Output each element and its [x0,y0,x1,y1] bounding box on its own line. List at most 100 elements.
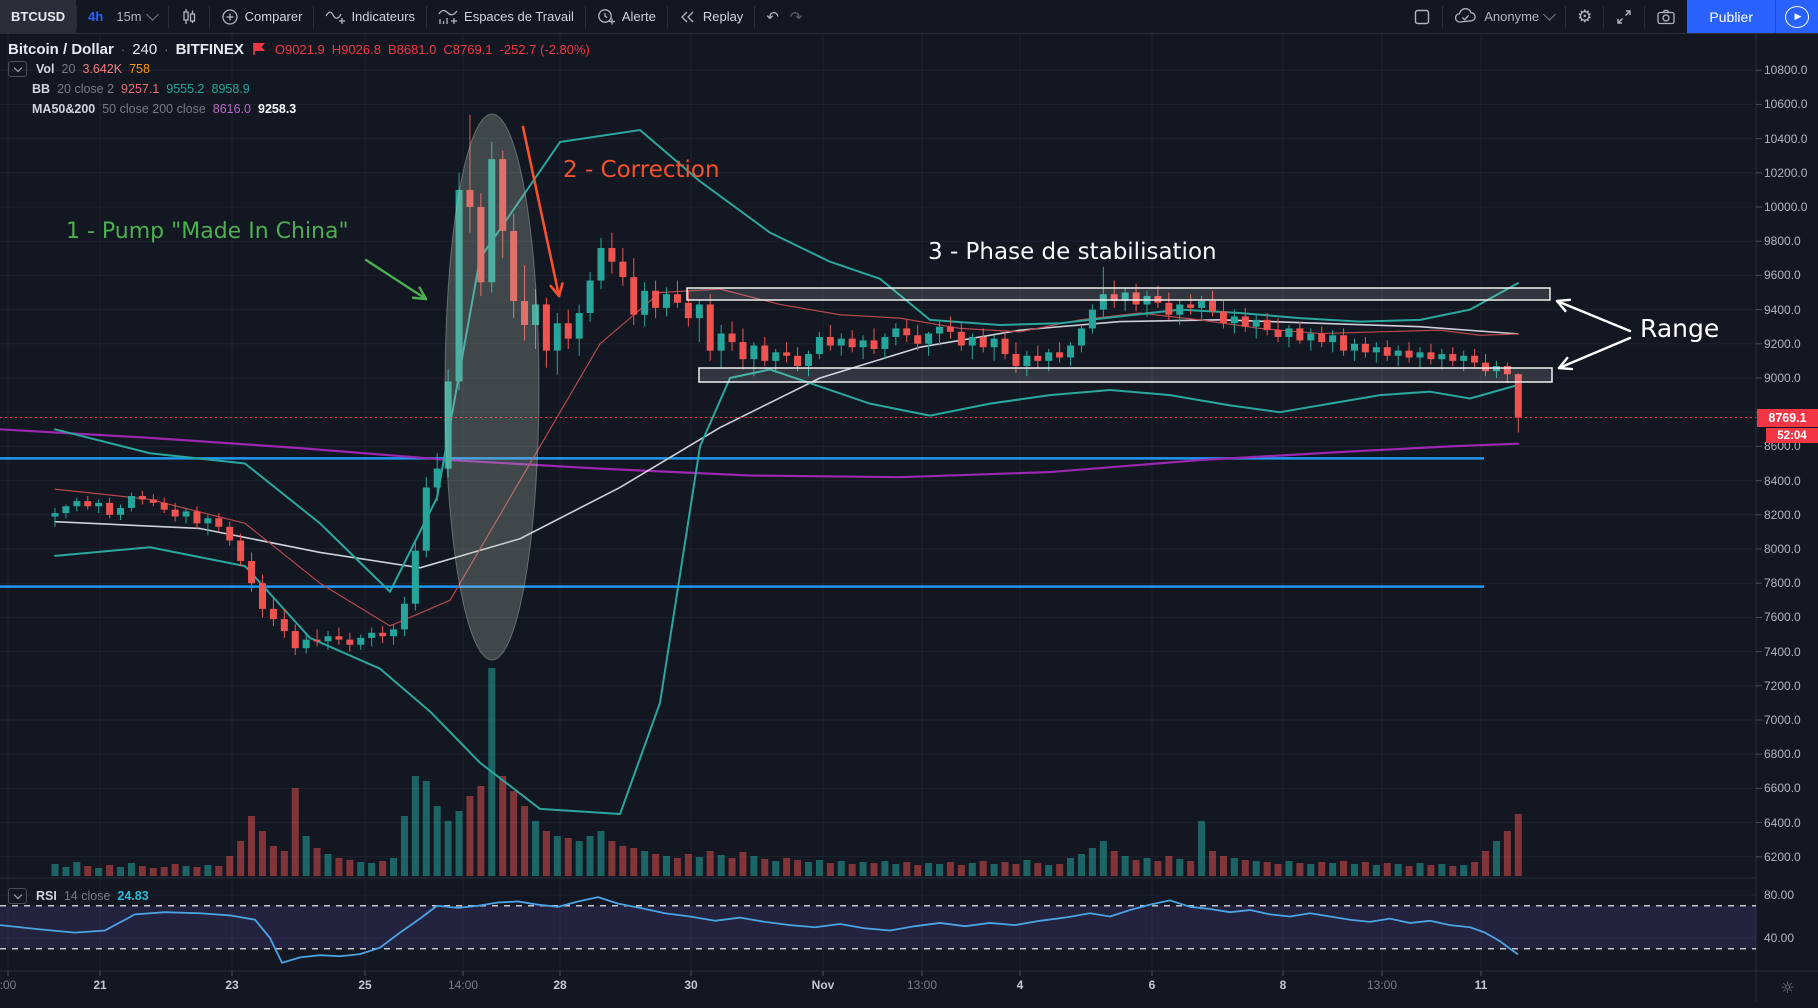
replay-button[interactable]: Replay [668,0,754,33]
range-bottom-rectangle[interactable] [698,367,1553,383]
toolbar-separator [208,5,210,28]
alert-label: Alerte [621,9,656,24]
symbol-legend-row[interactable]: Bitcoin / Dollar · 240 · BITFINEX O9021.… [8,39,590,59]
volume-bar [1372,865,1380,876]
panel-toggle-button[interactable] [1402,0,1442,33]
price-axis-label: 9400.0 [1764,302,1801,317]
interval-4h-button[interactable]: 4h [77,0,114,33]
ma-legend-row[interactable]: MA50&200 50 close 200 close 8616.0 9258.… [8,99,590,119]
candle-body [117,507,125,515]
interval-15m-button[interactable]: 15m [114,0,167,33]
candle-body [608,248,616,262]
volume-legend-row[interactable]: Vol 20 3.642K 758 [8,59,590,79]
candle-body [739,342,747,360]
candle-body [357,637,365,645]
volume-bar [1056,864,1064,876]
red-arrow-drawing-head[interactable] [557,282,564,298]
range-arrow-lower[interactable] [1557,336,1632,370]
red-arrow-drawing[interactable] [521,125,561,298]
price-axis-label: 10400.0 [1764,131,1808,146]
volume-bar [215,866,223,876]
green-arrow-drawing-head[interactable] [411,296,428,301]
range-arrow-upper-head[interactable] [1555,298,1572,303]
annotation-stabilisation-text[interactable]: 3 - Phase de stabilisation [928,239,1217,265]
volume-bar [783,858,791,876]
redo-button[interactable]: ↷ [790,0,814,33]
volume-bar [1219,856,1227,876]
candle-body [925,333,933,344]
toolbar-right-group: Anonyme ⚙ [1402,0,1818,33]
flag-icon[interactable] [253,42,266,56]
volume-bar [258,831,266,876]
range-top-rectangle[interactable] [686,287,1551,301]
symbol-button[interactable]: BTCUSD [0,0,77,33]
collapse-rsi-button[interactable] [8,888,27,904]
time-axis-label: 30 [684,978,698,992]
candle-body [957,331,965,346]
price-axis-label: 7200.0 [1764,678,1801,693]
candle-body [1471,355,1479,363]
volume-bar [936,864,944,876]
indicators-button[interactable]: Indicateurs [314,0,426,33]
candle-body [586,280,594,314]
fullscreen-button[interactable] [1604,0,1644,33]
bb-legend-row[interactable]: BB 20 close 2 9257.1 9555.2 8958.9 [8,79,590,99]
volume-bar [542,831,550,876]
range-arrow-upper-head[interactable] [1555,299,1567,313]
range-arrow-lower-head[interactable] [1557,366,1574,371]
account-name: Anonyme [1484,9,1540,24]
account-menu[interactable]: Anonyme [1443,0,1565,33]
play-button[interactable]: ▶ [1775,0,1818,33]
workspaces-button[interactable]: Espaces de Travail [427,0,585,33]
candle-body [553,323,561,351]
settings-button[interactable]: ⚙ [1566,0,1603,33]
candle-body [1209,301,1217,312]
candle-body [291,631,299,649]
candle-body [1503,366,1511,375]
time-axis-label: 13:00 [906,978,938,992]
screenshot-button[interactable] [1645,0,1687,33]
play-icon: ▶ [1785,5,1809,28]
annotation-range-text[interactable]: Range [1640,314,1720,343]
volume-bar [553,836,561,876]
annotation-pump-text[interactable]: 1 - Pump "Made In China" [66,219,349,244]
price-axis-label: 10200.0 [1764,165,1808,180]
volume-bar [455,811,463,876]
publish-button[interactable]: Publier [1687,0,1775,33]
alert-button[interactable]: Alerte [586,0,667,33]
undo-button[interactable]: ↶ [755,0,790,33]
time-axis-label: 8 [1279,978,1287,992]
annotation-correction-text[interactable]: 2 - Correction [563,157,720,183]
price-axis-label: 9000.0 [1764,371,1801,385]
volume-bar [772,861,780,876]
volume-bar [1361,862,1369,876]
candle-body [106,502,114,515]
candle-body [1023,355,1031,367]
candlestick-icon [180,8,198,26]
chart-style-button[interactable] [169,0,209,33]
volume-bar [390,858,398,876]
volume-bar [127,863,135,876]
candle-body [1187,304,1195,308]
range-arrow-lower-head[interactable] [1557,356,1569,370]
range-arrow-upper[interactable] [1555,299,1632,333]
compare-button[interactable]: Comparer [210,0,314,33]
candle-body [160,502,168,510]
price-axis-label: 8000.0 [1764,542,1801,556]
green-arrow-drawing-head[interactable] [418,286,428,301]
collapse-indicators-button[interactable] [8,61,27,77]
rsi-legend-row[interactable]: RSI 14 close 24.83 [8,886,149,906]
green-arrow-drawing[interactable] [364,258,428,301]
candle-body [881,336,889,349]
volume-bar [171,864,179,876]
ellipse-drawing[interactable] [444,113,540,661]
volume-bar [826,863,834,876]
price-axis-label: 10000.0 [1764,200,1808,214]
axis-settings-corner[interactable]: ☼ [1757,972,1818,1002]
price-axis-label: 10800.0 [1764,63,1808,78]
red-arrow-drawing-head[interactable] [549,284,561,298]
price-axis-label: 10600.0 [1764,97,1808,112]
candle-body [1252,319,1260,327]
